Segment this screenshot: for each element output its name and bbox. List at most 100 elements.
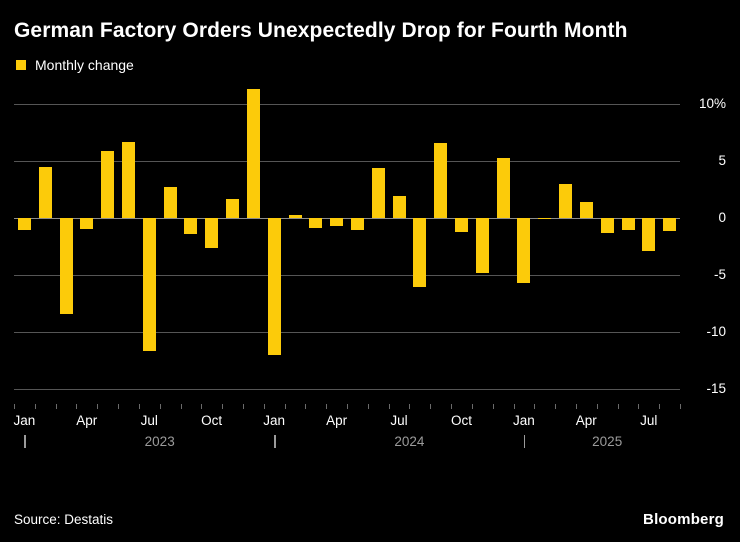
- x-tick-mark: [430, 403, 432, 409]
- bar: [59, 218, 73, 315]
- bar: [559, 184, 572, 219]
- gridline: [14, 161, 680, 163]
- legend-label: Monthly change: [35, 56, 134, 73]
- bar-chart: 10% 5 0 -5 -10 -15 Jan Apr Jul Oct Jan Apr Jul Oct Ja…: [14, 83, 726, 458]
- x-tick-label: Jul: [640, 412, 658, 428]
- x-tick-label: Oct: [201, 412, 223, 428]
- x-tick-mark: [617, 403, 619, 409]
- bar: [621, 218, 635, 230]
- bar: [38, 167, 52, 219]
- bar: [122, 142, 135, 219]
- bar: [371, 168, 385, 219]
- bar: [663, 218, 677, 231]
- x-tick-label: Apr: [326, 412, 348, 428]
- x-tick-mark: [138, 403, 140, 409]
- bar: [288, 215, 302, 219]
- x-tick-label: Jan: [263, 412, 286, 428]
- x-tick-label: Jan: [13, 412, 36, 428]
- bar: [142, 218, 156, 351]
- legend-swatch-icon: [16, 59, 26, 70]
- bar: [17, 218, 31, 230]
- x-tick-mark: [555, 403, 557, 409]
- x-tick-mark: [534, 403, 536, 409]
- x-tick-label: Apr: [575, 412, 597, 428]
- gridline: [14, 332, 680, 334]
- gridline: [14, 275, 680, 277]
- bar: [600, 218, 614, 234]
- x-tick-label: Apr: [76, 412, 98, 428]
- x-tick-mark: [347, 403, 348, 409]
- x-tick-mark: [97, 403, 99, 409]
- y-tick-label: 0: [718, 210, 726, 226]
- x-tick-mark: [409, 403, 411, 409]
- x-tick-mark: [680, 403, 681, 409]
- y-axis-labels: 10% 5 0 -5 -10 -15: [680, 83, 726, 402]
- page-title: German Factory Orders Unexpectedly Drop …: [14, 19, 628, 42]
- x-tick-mark: [596, 403, 598, 409]
- year-separator: [24, 434, 26, 448]
- x-tick-label: Jul: [140, 412, 158, 428]
- bar: [413, 218, 427, 287]
- legend: Monthly change: [16, 57, 724, 73]
- x-tick-mark: [513, 403, 515, 409]
- x-tick-mark: [118, 403, 120, 409]
- x-tick-mark: [55, 403, 57, 409]
- gridline: [14, 389, 680, 391]
- zero-gridline: [14, 218, 680, 220]
- bar: [475, 218, 489, 274]
- year-label: 2024: [394, 433, 425, 449]
- x-tick-label: Oct: [450, 412, 473, 428]
- source-note: Source: Destatis: [14, 512, 114, 527]
- x-tick-mark: [14, 403, 15, 409]
- bar: [496, 158, 510, 219]
- bar: [267, 218, 281, 356]
- bar: [246, 88, 260, 219]
- x-tick-mark: [222, 403, 224, 409]
- bar: [642, 218, 656, 252]
- bar: [101, 151, 115, 219]
- x-tick-mark: [242, 403, 244, 409]
- x-tick-mark: [451, 403, 453, 409]
- bar: [350, 218, 364, 230]
- bar: [517, 218, 531, 284]
- bar: [163, 186, 177, 219]
- year-separator: [274, 434, 276, 448]
- x-tick-mark: [492, 403, 494, 409]
- bar: [392, 195, 406, 219]
- footer: Source: Destatis Bloomberg: [14, 511, 724, 528]
- bloomberg-logo: Bloomberg: [643, 511, 724, 528]
- bar: [330, 218, 344, 227]
- x-tick-mark: [159, 403, 161, 409]
- y-tick-label: -10: [706, 324, 726, 340]
- x-tick-mark: [471, 403, 473, 409]
- x-tick-mark: [575, 403, 577, 409]
- x-tick-mark: [305, 403, 307, 409]
- y-tick-label: -5: [713, 267, 726, 283]
- bar: [455, 218, 468, 233]
- y-tick-label: 5: [718, 153, 726, 169]
- bar: [226, 199, 239, 219]
- bar: [309, 218, 323, 228]
- x-tick-mark: [284, 403, 286, 409]
- bar: [80, 218, 94, 229]
- x-tick-mark: [388, 403, 390, 409]
- plot-area: [14, 83, 680, 402]
- x-tick-mark: [263, 403, 265, 409]
- gridline: [14, 104, 680, 106]
- bar: [205, 218, 219, 249]
- x-tick-mark: [201, 403, 203, 409]
- x-tick-mark: [638, 403, 640, 409]
- bar: [184, 218, 198, 235]
- y-tick-label: -15: [706, 381, 726, 397]
- y-tick-label: 10%: [698, 96, 726, 112]
- x-tick-label: Jan: [513, 412, 535, 428]
- year-label: 2023: [144, 433, 175, 449]
- bar: [579, 202, 593, 219]
- x-tick-mark: [34, 403, 36, 409]
- x-tick-mark: [367, 403, 369, 409]
- x-tick-mark: [180, 403, 182, 409]
- x-tick-mark: [659, 403, 661, 409]
- x-tick-label: Jul: [390, 412, 408, 428]
- bar: [434, 143, 448, 219]
- x-tick-mark: [326, 403, 328, 409]
